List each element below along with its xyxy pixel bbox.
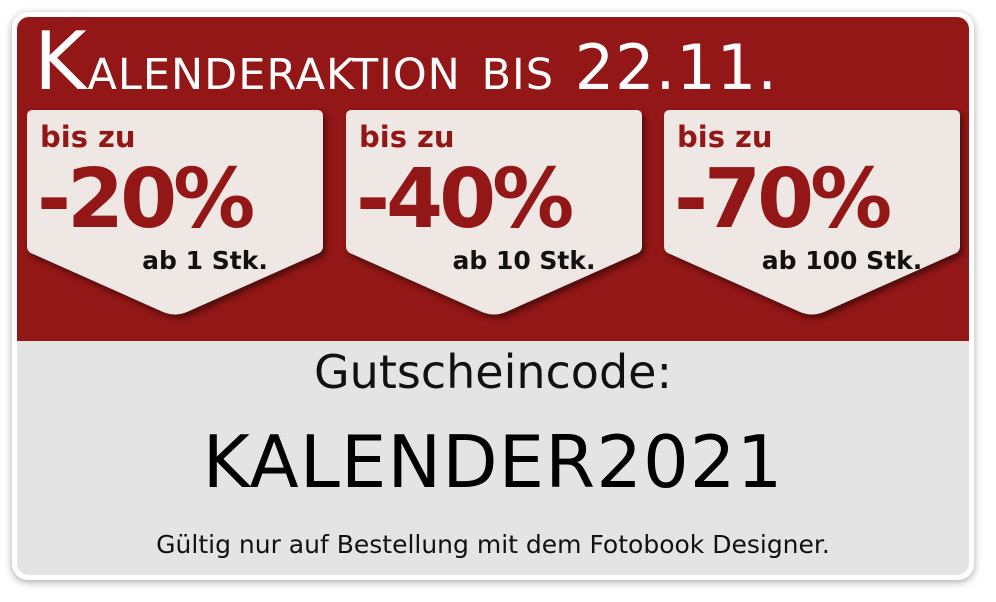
voucher-section — [17, 341, 969, 575]
promo-title: Kalenderaktion bis 22.11. — [34, 15, 778, 108]
discount-badge-3: bis zu -70% ab 100 Stk. — [664, 110, 960, 318]
discount-badge-2: bis zu -40% ab 10 Stk. — [346, 110, 642, 318]
validity-note: Gültig nur auf Bestellung mit dem Fotobo… — [156, 530, 830, 559]
voucher-label: Gutscheincode: — [314, 345, 672, 399]
discount-badge-1: bis zu -20% ab 1 Stk. — [27, 110, 323, 318]
voucher-code: KALENDER2021 — [202, 420, 784, 504]
promo-banner: Kalenderaktion bis 22.11. bis zu -20% ab… — [12, 12, 974, 580]
